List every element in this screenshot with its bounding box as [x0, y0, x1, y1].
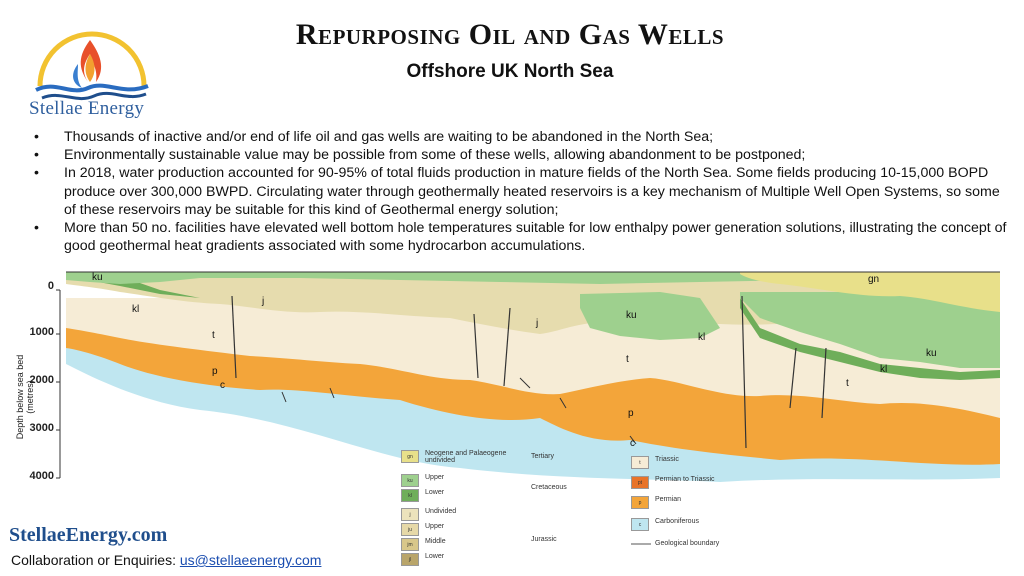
legend-swatch: jl: [401, 553, 419, 566]
legend-label: Permian: [655, 496, 682, 503]
y-axis-label: Depth below sea bed (metres): [15, 354, 35, 440]
list-item: • Environmentally sustainable value may b…: [26, 146, 1011, 164]
unit-label: kl: [698, 332, 706, 343]
page-title: Repurposing Oil and Gas Wells: [295, 18, 725, 51]
legend-group-label: Tertiary: [531, 453, 554, 460]
unit-label: p: [628, 408, 634, 419]
boundary-line-icon: [631, 543, 651, 545]
unit-label: ku: [92, 272, 103, 283]
unit-label: ku: [926, 348, 937, 359]
bullet-text: Thousands of inactive and/or end of life…: [64, 129, 714, 145]
legend-label: Permian to Triassic: [655, 476, 715, 483]
unit-label: kl: [880, 364, 888, 375]
legend-label: Undivided: [425, 508, 457, 515]
unit-label: p: [212, 366, 218, 377]
legend-label: Lower: [425, 553, 445, 560]
legend-swatch: t: [631, 456, 649, 469]
bullet-icon: •: [34, 220, 39, 237]
legend-swatch: gn: [401, 450, 419, 463]
geology-legend: gn Neogene and Palaeogene undivided Tert…: [395, 446, 785, 570]
legend-label: Middle: [425, 538, 446, 545]
legend-label: Carboniferous: [655, 518, 699, 525]
legend-swatch: ku: [401, 474, 419, 487]
website-name: StellaeEnergy.com: [9, 524, 168, 546]
contact-line: Collaboration or Enquiries: us@stellaeen…: [11, 552, 321, 568]
legend-label: Geological boundary: [655, 540, 720, 547]
unit-label: t: [626, 354, 629, 365]
legend-label: Upper: [425, 474, 445, 481]
page-subtitle: Offshore UK North Sea: [406, 61, 614, 82]
legend-swatch: p: [631, 496, 649, 509]
legend-label: Lower: [425, 489, 445, 496]
unit-label: gn: [868, 274, 880, 285]
legend-swatch: c: [631, 518, 649, 531]
list-item: • Thousands of inactive and/or end of lif…: [26, 128, 1011, 146]
legend-label: Triassic: [655, 456, 679, 463]
legend-swatch: ju: [401, 523, 419, 536]
legend-group-label: Cretaceous: [531, 484, 567, 491]
legend-label: Neogene and Palaeogene undivided: [425, 450, 507, 464]
legend-swatch: kl: [401, 489, 419, 502]
y-tick-label: 4000: [29, 470, 54, 482]
y-tick-label: 2000: [29, 374, 54, 386]
email-link[interactable]: us@stellaeenergy.com: [179, 552, 322, 568]
bullet-icon: •: [34, 165, 39, 182]
unit-label: t: [846, 378, 849, 389]
bullet-icon: •: [34, 129, 39, 145]
unit-label: c: [630, 438, 635, 449]
legend-swatch: jm: [401, 538, 419, 551]
unit-label: kl: [132, 304, 140, 315]
unit-label: j: [536, 318, 539, 329]
company-name: Stellae Energy: [29, 98, 145, 119]
legend-swatch: j: [401, 508, 419, 521]
bullet-list: • Thousands of inactive and/or end of lif…: [26, 128, 1011, 255]
bullet-text: Environmentally sustainable value may be…: [64, 147, 806, 164]
unit-label: j: [262, 296, 265, 307]
bullet-icon: •: [34, 147, 39, 164]
contact-label: Collaboration or Enquiries:: [11, 552, 176, 568]
y-tick-label: 1000: [29, 326, 54, 338]
legend-swatch: pt: [631, 476, 649, 489]
y-tick-label: 0: [47, 280, 54, 292]
unit-label: ku: [626, 310, 637, 321]
y-tick-label: 3000: [29, 422, 54, 434]
bullet-text: More than 50 no. facilities have elevate…: [64, 220, 1007, 255]
sun-flame-wave-logo-icon: [35, 31, 149, 101]
legend-group-label: Jurassic: [531, 536, 557, 543]
legend-label: Upper: [425, 523, 445, 530]
bullet-text: In 2018, water production accounted for …: [64, 165, 1000, 218]
list-item: • In 2018, water production accounted for…: [26, 164, 1011, 219]
unit-label: t: [212, 330, 215, 341]
company-logo: Stellae Energy: [26, 24, 156, 124]
list-item: • More than 50 no. facilities have elevat…: [26, 219, 1011, 255]
unit-label: c: [220, 380, 225, 391]
geological-cross-section: 0 1000 2000 3000 4000 ku kl j t p c ku k…: [0, 268, 1024, 492]
cross-section-drawing: [56, 271, 1000, 482]
